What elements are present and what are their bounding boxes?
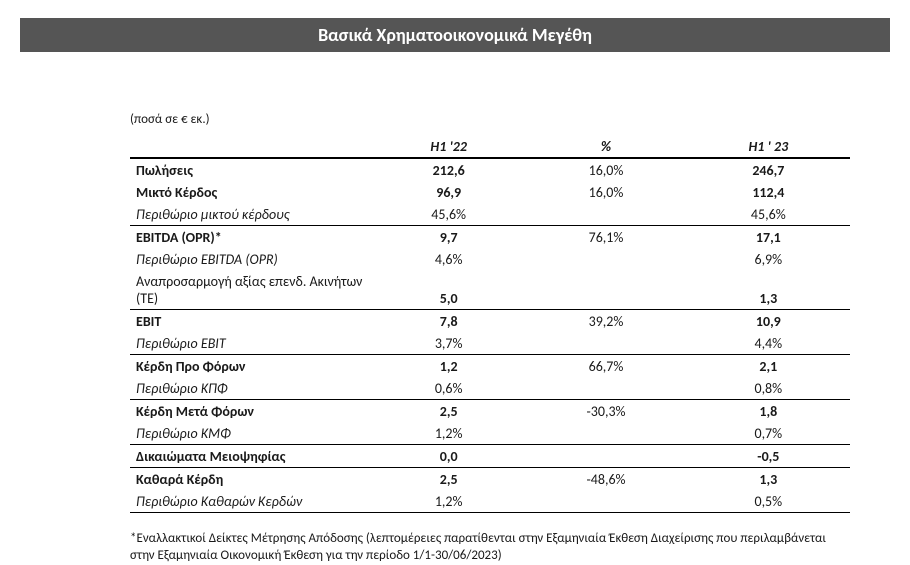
table-row: Μικτό Κέρδος 96,9 16,0% 112,4 [130,181,850,203]
financial-table: H1 '22 % H1 ' 23 Πωλήσεις 212,6 16,0% 24… [130,135,850,513]
row-label: Περιθώριο ΚΠΦ [130,377,372,400]
cell-pct [525,203,686,226]
table-row: Περιθώριο EBITDA (OPR) 4,6% 6,9% [130,248,850,270]
cell-h123: 1,3 [687,468,850,491]
table-row: Περιθώριο μικτού κέρδους 45,6% 45,6% [130,203,850,226]
table-row: Κέρδη Μετά Φόρων 2,5 -30,3% 1,8 [130,400,850,423]
cell-h122: 7,8 [372,310,525,333]
row-label: Περιθώριο EBITDA (OPR) [130,248,372,270]
cell-h123: 4,4% [687,332,850,355]
table-row: EBITDA (OPR)* 9,7 76,1% 17,1 [130,226,850,249]
table-row: Περιθώριο EBIT 3,7% 4,4% [130,332,850,355]
row-label: EBITDA (OPR)* [130,226,372,249]
cell-h122: 212,6 [372,158,525,181]
row-label: Περιθώριο μικτού κέρδους [130,203,372,226]
col-pct: % [525,135,686,158]
table-row: Περιθώριο ΚΜΦ 1,2% 0,7% [130,422,850,445]
cell-h123: 2,1 [687,355,850,378]
cell-h122: 2,5 [372,468,525,491]
row-label: Καθαρά Κέρδη [130,468,372,491]
cell-h123: 6,9% [687,248,850,270]
cell-h122: 0,6% [372,377,525,400]
table-row: Δικαιώματα Μειοψηφίας 0,0 -0,5 [130,445,850,468]
cell-h123: 0,5% [687,490,850,513]
cell-pct [525,422,686,445]
cell-pct: 16,0% [525,181,686,203]
cell-pct [525,377,686,400]
cell-pct [525,248,686,270]
row-label: Αναπροσαρμογή αξίας επενδ. Ακινήτων (TE) [130,270,372,310]
cell-h122: 3,7% [372,332,525,355]
cell-h123: 112,4 [687,181,850,203]
cell-h123: 1,3 [687,270,850,310]
cell-pct: 16,0% [525,158,686,181]
cell-pct [525,490,686,513]
table-row: Περιθώριο ΚΠΦ 0,6% 0,8% [130,377,850,400]
footnote: *Εναλλακτικοί Δείκτες Μέτρησης Απόδοσης … [130,531,850,565]
cell-pct: -48,6% [525,468,686,491]
table-row: Κέρδη Προ Φόρων 1,2 66,7% 2,1 [130,355,850,378]
cell-pct [525,332,686,355]
table-row: Αναπροσαρμογή αξίας επενδ. Ακινήτων (TE)… [130,270,850,310]
table-row: Καθαρά Κέρδη 2,5 -48,6% 1,3 [130,468,850,491]
section-title: Βασικά Χρηματοοικονομικά Μεγέθη [20,18,890,52]
row-label: Κέρδη Προ Φόρων [130,355,372,378]
cell-h123: 0,7% [687,422,850,445]
cell-h123: -0,5 [687,445,850,468]
row-label: Μικτό Κέρδος [130,181,372,203]
col-h1-22: H1 '22 [372,135,525,158]
row-label: EBIT [130,310,372,333]
cell-pct: 76,1% [525,226,686,249]
cell-h123: 0,8% [687,377,850,400]
units-note: (ποσά σε € εκ.) [130,112,890,127]
row-label: Πωλήσεις [130,158,372,181]
cell-h123: 10,9 [687,310,850,333]
col-label [130,135,372,158]
cell-h122: 1,2% [372,422,525,445]
table-row: EBIT 7,8 39,2% 10,9 [130,310,850,333]
cell-h123: 45,6% [687,203,850,226]
financial-figure: Βασικά Χρηματοοικονομικά Μεγέθη (ποσά σε… [0,0,910,544]
cell-h122: 0,0 [372,445,525,468]
row-label: Περιθώριο Καθαρών Κερδών [130,490,372,513]
row-label: Περιθώριο EBIT [130,332,372,355]
table-row: Περιθώριο Καθαρών Κερδών 1,2% 0,5% [130,490,850,513]
row-label: Περιθώριο ΚΜΦ [130,422,372,445]
row-label: Δικαιώματα Μειοψηφίας [130,445,372,468]
cell-h122: 5,0 [372,270,525,310]
cell-h123: 1,8 [687,400,850,423]
row-label: Κέρδη Μετά Φόρων [130,400,372,423]
cell-h123: 17,1 [687,226,850,249]
cell-h122: 45,6% [372,203,525,226]
cell-h122: 96,9 [372,181,525,203]
cell-pct: 39,2% [525,310,686,333]
cell-h122: 9,7 [372,226,525,249]
cell-h122: 1,2% [372,490,525,513]
cell-pct: 66,7% [525,355,686,378]
table-row: Πωλήσεις 212,6 16,0% 246,7 [130,158,850,181]
cell-h122: 2,5 [372,400,525,423]
cell-pct [525,270,686,310]
cell-pct [525,445,686,468]
col-h1-23: H1 ' 23 [687,135,850,158]
cell-h122: 4,6% [372,248,525,270]
cell-h122: 1,2 [372,355,525,378]
cell-h123: 246,7 [687,158,850,181]
cell-pct: -30,3% [525,400,686,423]
